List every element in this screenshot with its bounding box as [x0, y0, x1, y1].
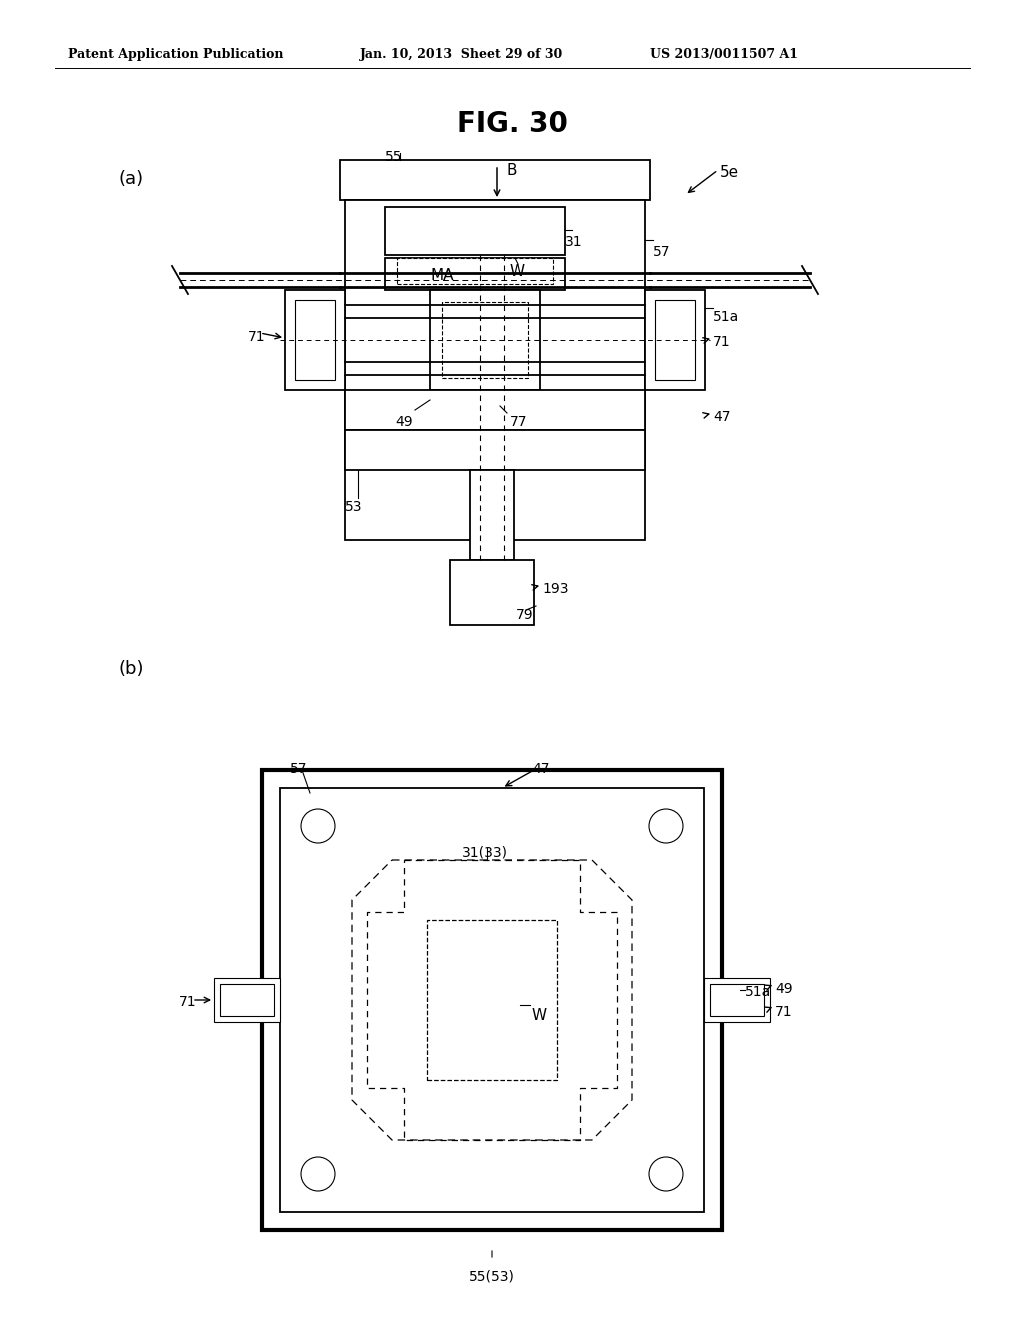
- Text: 193: 193: [542, 582, 568, 597]
- Text: FIG. 30: FIG. 30: [457, 110, 567, 139]
- Text: 55(53): 55(53): [469, 1270, 515, 1284]
- Circle shape: [649, 809, 683, 843]
- Bar: [397, 257, 553, 284]
- Text: 53: 53: [345, 500, 362, 513]
- Text: 31: 31: [565, 235, 583, 249]
- Text: MA: MA: [430, 268, 454, 282]
- Text: 47: 47: [532, 762, 550, 776]
- Text: 49: 49: [395, 414, 413, 429]
- Bar: [295, 300, 335, 380]
- Text: 51a: 51a: [745, 985, 771, 999]
- Text: 51a: 51a: [713, 310, 739, 323]
- Text: 57: 57: [290, 762, 307, 776]
- Text: US 2013/0011507 A1: US 2013/0011507 A1: [650, 48, 798, 61]
- Text: 49: 49: [775, 982, 793, 997]
- Text: 71: 71: [179, 995, 197, 1008]
- Text: W: W: [532, 1008, 547, 1023]
- Bar: [442, 302, 528, 378]
- Bar: [385, 207, 565, 255]
- Bar: [345, 389, 645, 430]
- Bar: [427, 920, 557, 1080]
- Bar: [345, 430, 645, 470]
- Text: 71: 71: [775, 1005, 793, 1019]
- Text: B: B: [507, 162, 517, 178]
- Text: 47: 47: [713, 411, 730, 424]
- Bar: [385, 257, 565, 290]
- Circle shape: [301, 1158, 335, 1191]
- Text: (b): (b): [118, 660, 143, 678]
- Text: 55: 55: [385, 150, 402, 164]
- Text: 57: 57: [653, 246, 671, 259]
- Bar: [705, 978, 770, 1022]
- Circle shape: [301, 809, 335, 843]
- Bar: [220, 983, 274, 1016]
- Bar: [345, 201, 645, 540]
- Bar: [214, 978, 280, 1022]
- Text: 31(33): 31(33): [462, 845, 508, 859]
- Text: Jan. 10, 2013  Sheet 29 of 30: Jan. 10, 2013 Sheet 29 of 30: [360, 48, 563, 61]
- Bar: [470, 470, 514, 560]
- Text: 77: 77: [510, 414, 527, 429]
- Text: 71: 71: [248, 330, 265, 345]
- Bar: [430, 290, 540, 389]
- Bar: [262, 770, 722, 1230]
- Bar: [710, 983, 764, 1016]
- Bar: [280, 788, 705, 1212]
- Text: 5e: 5e: [720, 165, 739, 180]
- Bar: [340, 160, 650, 201]
- Text: Patent Application Publication: Patent Application Publication: [68, 48, 284, 61]
- Bar: [285, 290, 345, 389]
- Text: W: W: [510, 264, 525, 279]
- Text: (a): (a): [118, 170, 143, 187]
- Bar: [655, 300, 695, 380]
- Bar: [645, 290, 705, 389]
- Circle shape: [649, 1158, 683, 1191]
- Text: 71: 71: [713, 335, 731, 348]
- Text: 79: 79: [516, 609, 534, 622]
- Bar: [450, 560, 534, 624]
